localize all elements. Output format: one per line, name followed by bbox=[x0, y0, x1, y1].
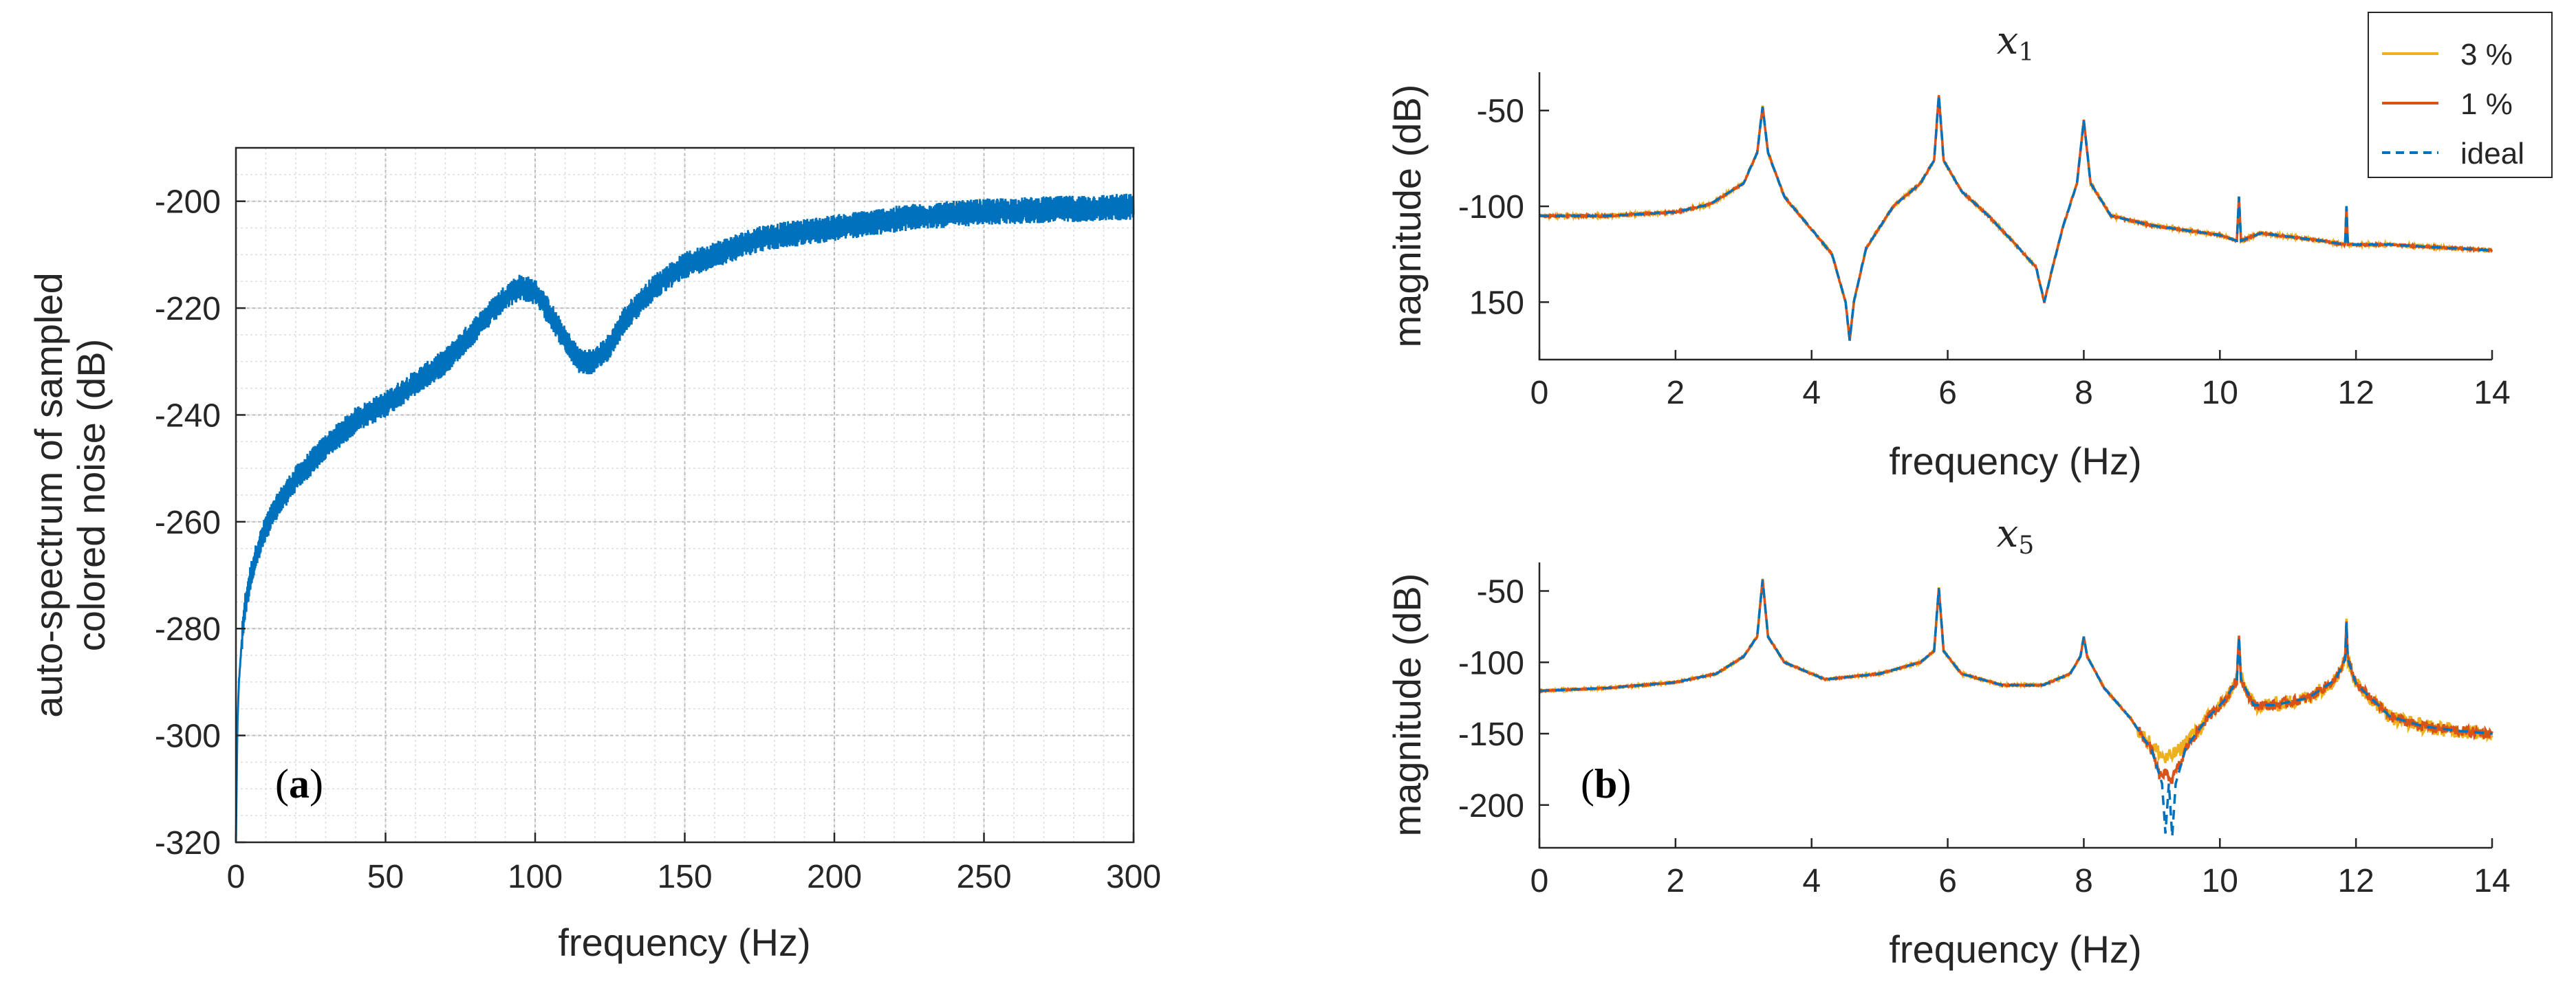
x-tick-label: 10 bbox=[2202, 863, 2238, 899]
chart-b5-ticks: 0 2 4 6 8 10 12 14 -200 -150 -100 -50 bbox=[1458, 574, 2511, 900]
y-tick-label: -50 bbox=[1477, 94, 1524, 130]
x-tick-label: 2 bbox=[1667, 375, 1685, 411]
chart-a-xlabel: frequency (Hz) bbox=[558, 921, 810, 964]
x-tick-label: 4 bbox=[1802, 863, 1821, 899]
chart-b5-series bbox=[1538, 578, 2493, 837]
x-tick-label: 8 bbox=[2075, 863, 2093, 899]
svg-text:(a): (a) bbox=[275, 761, 323, 807]
svg-text:(b): (b) bbox=[1581, 761, 1631, 807]
y-tick-label: -280 bbox=[155, 611, 221, 648]
x-tick-label: 14 bbox=[2474, 375, 2510, 411]
x-tick-label: 14 bbox=[2474, 863, 2510, 899]
series-ideal-line bbox=[1539, 95, 2493, 341]
y-tick-label: -200 bbox=[1458, 788, 1524, 824]
y-tick-label: -320 bbox=[155, 825, 221, 862]
chart-a-panel-label: (a) bbox=[275, 761, 323, 807]
y-tick-label: -300 bbox=[155, 719, 221, 755]
legend-box bbox=[2368, 12, 2553, 178]
x-tick-label: 250 bbox=[956, 859, 1011, 895]
x-tick-label: 0 bbox=[1530, 863, 1549, 899]
chart-b1-ticks: 0 2 4 6 8 10 12 14 150 -100 -50 bbox=[1458, 94, 2511, 411]
chart-b1-xlabel: frequency (Hz) bbox=[1889, 439, 2141, 483]
chart-b5: 0 2 4 6 8 10 12 14 -200 -150 -100 -50 x5 frequency … bbox=[1385, 512, 2511, 971]
chart-b5-xlabel: frequency (Hz) bbox=[1889, 928, 2141, 971]
x-tick-label: 0 bbox=[227, 859, 246, 895]
chart-a-ticks: 0 50 100 150 200 250 300 -320 -300 -280 -260 -240 -2… bbox=[155, 184, 1161, 895]
y-tick-label: -100 bbox=[1458, 645, 1524, 681]
chart-b-panel-letter: b bbox=[1594, 761, 1617, 807]
x-tick-label: 0 bbox=[1530, 375, 1549, 411]
legend-label-3pct: 3 % bbox=[2460, 38, 2513, 72]
y-tick-label: -220 bbox=[155, 291, 221, 327]
chart-a-series-line bbox=[235, 193, 1135, 843]
legend-label-1pct: 1 % bbox=[2460, 87, 2513, 121]
y-tick-label: -260 bbox=[155, 505, 221, 541]
chart-b5-plot-area bbox=[1539, 562, 2492, 848]
legend-label-ideal: ideal bbox=[2460, 137, 2524, 171]
y-tick-label: -240 bbox=[155, 397, 221, 434]
series-ideal-line bbox=[1539, 579, 2493, 837]
x-tick-label: 4 bbox=[1802, 375, 1821, 411]
y-tick-label: -100 bbox=[1458, 189, 1524, 226]
chart-a: 0 50 100 150 200 250 300 -320 -300 -280 -260 -240 -2… bbox=[27, 146, 1161, 964]
x-tick-label: 6 bbox=[1938, 863, 1957, 899]
chart-a-series bbox=[235, 193, 1135, 843]
x-tick-label: 6 bbox=[1938, 375, 1957, 411]
y-tick-label: -150 bbox=[1458, 716, 1524, 753]
chart-b-panel-label: (b) bbox=[1581, 761, 1631, 807]
chart-b5-title: x5 bbox=[1997, 512, 2035, 560]
x-tick-label: 2 bbox=[1667, 863, 1685, 899]
y-tick-label: -50 bbox=[1477, 574, 1524, 611]
x-tick-label: 10 bbox=[2202, 375, 2238, 411]
chart-a-ylabel-line2: colored noise (dB) bbox=[69, 339, 113, 651]
chart-a-ylabel-line1: auto-spectrum of sampled bbox=[27, 272, 70, 717]
x-tick-label: 300 bbox=[1106, 859, 1161, 895]
x-tick-label: 100 bbox=[508, 859, 563, 895]
x-tick-label: 12 bbox=[2337, 375, 2374, 411]
chart-b5-ylabel: magnitude (dB) bbox=[1385, 573, 1429, 837]
chart-b1-title: x1 bbox=[1997, 19, 2035, 67]
chart-b1-series bbox=[1538, 95, 2493, 341]
chart-b1-plot-area bbox=[1539, 72, 2492, 360]
x-tick-label: 12 bbox=[2337, 863, 2374, 899]
chart-b1-ylabel: magnitude (dB) bbox=[1385, 85, 1429, 348]
x-tick-label: 8 bbox=[2075, 375, 2093, 411]
y-tick-label: -200 bbox=[155, 184, 221, 221]
y-tick-label: 150 bbox=[1469, 285, 1524, 321]
x-tick-label: 150 bbox=[657, 859, 712, 895]
chart-b1-legend: 3 % 1 % ideal bbox=[2368, 12, 2553, 178]
x-tick-label: 50 bbox=[367, 859, 404, 895]
chart-a-panel-letter: a bbox=[289, 761, 310, 807]
x-tick-label: 200 bbox=[807, 859, 862, 895]
